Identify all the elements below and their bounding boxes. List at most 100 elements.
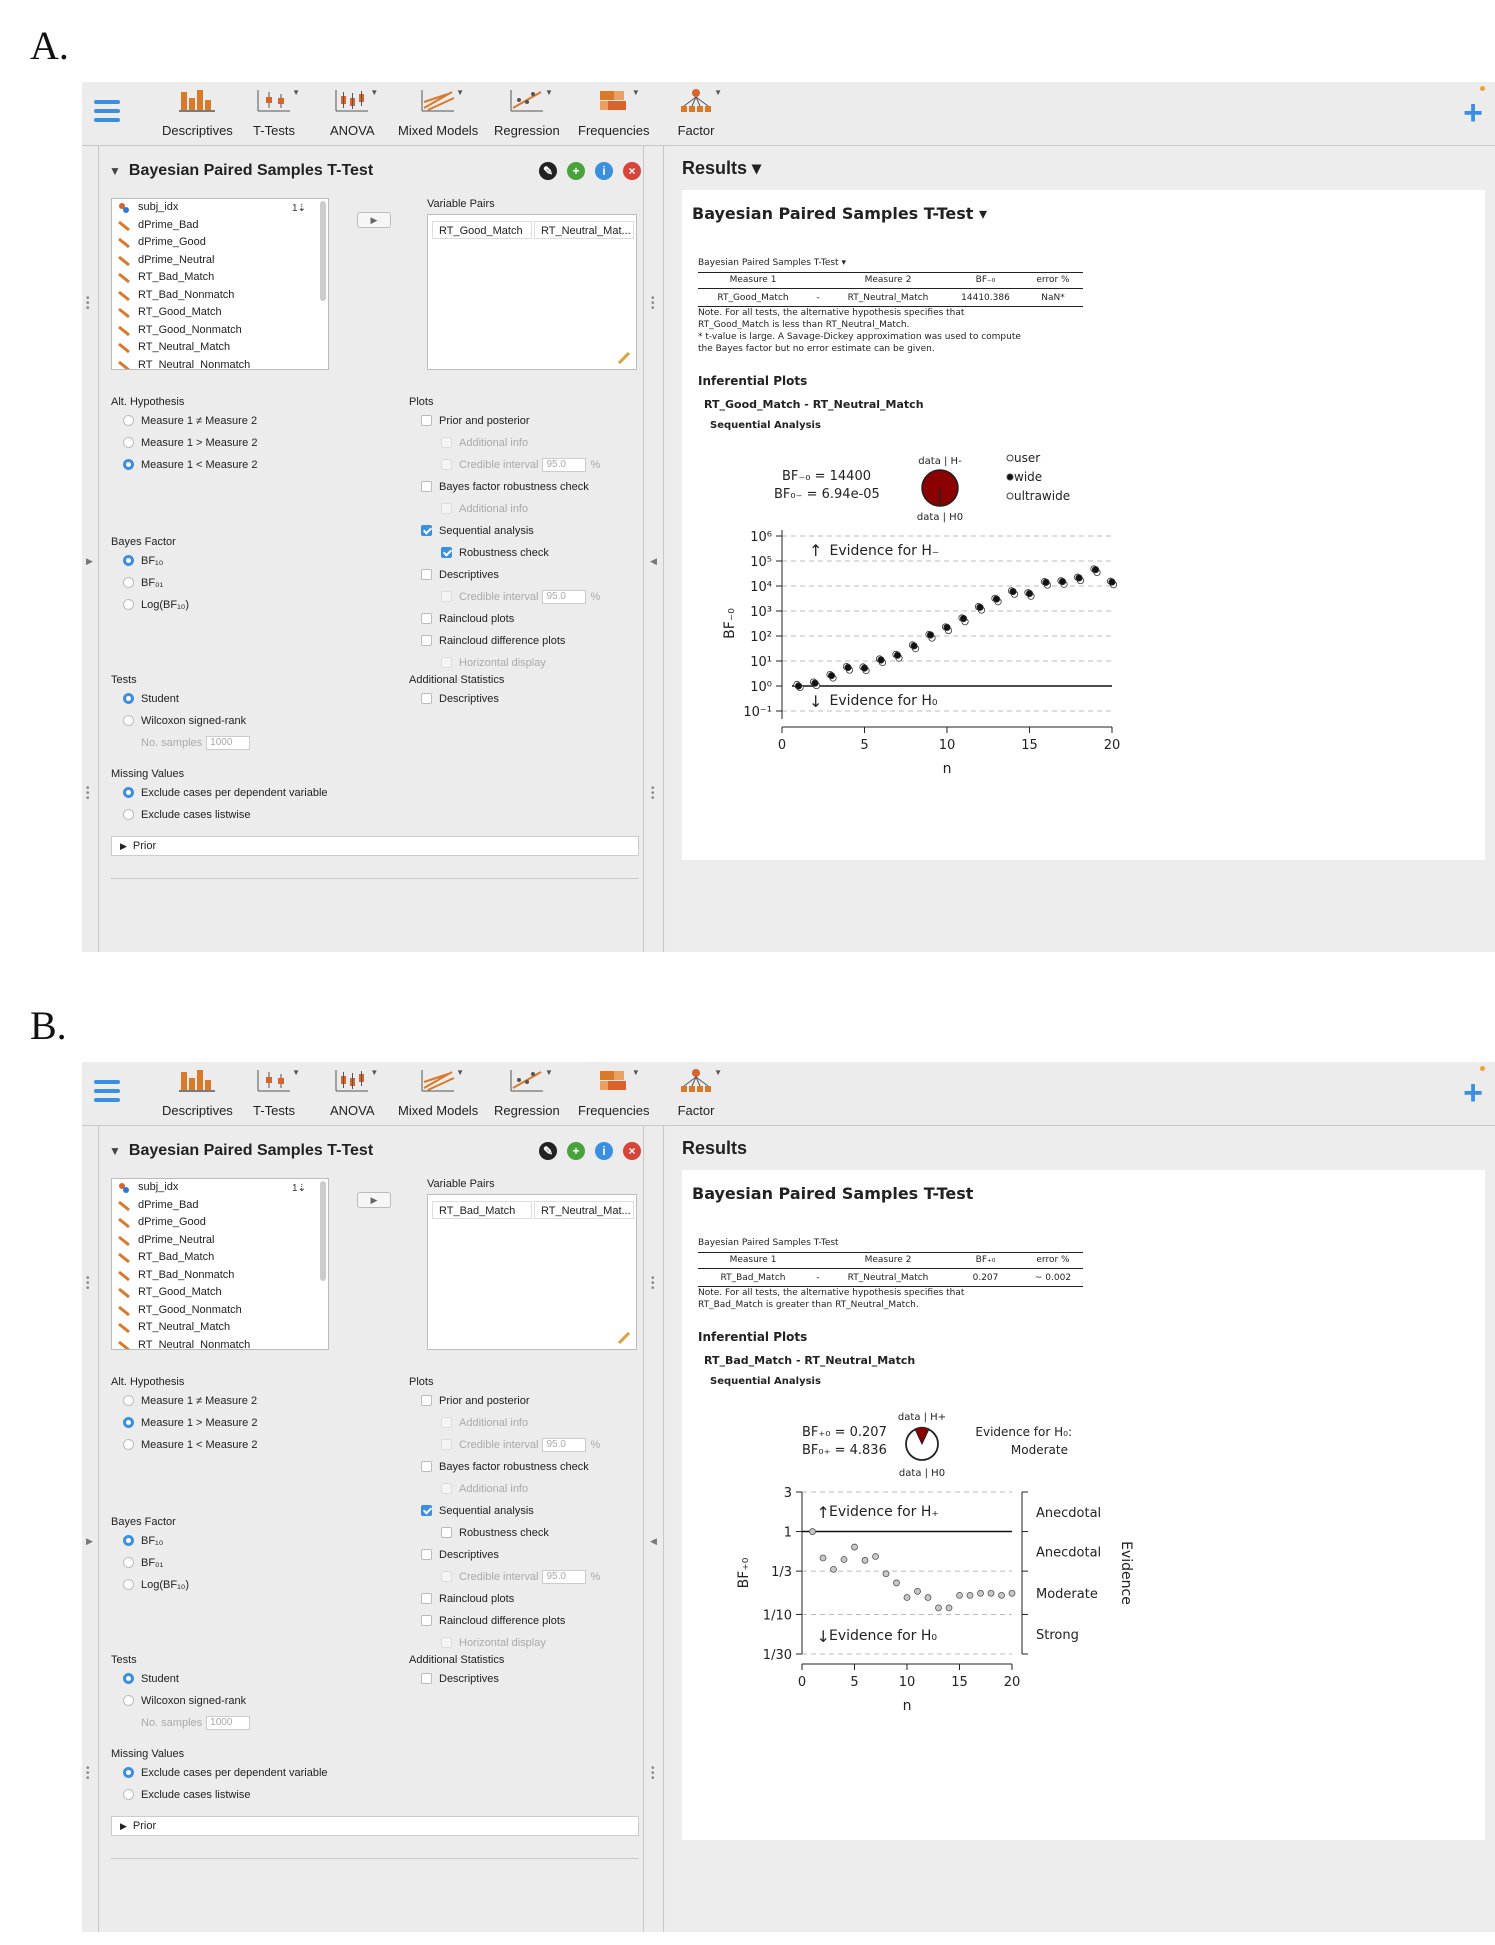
radio-button[interactable] — [123, 1695, 134, 1706]
ribbon-t-tests-button[interactable]: ▼ T-Tests — [252, 1068, 300, 1118]
radio-button[interactable] — [123, 415, 134, 426]
radio-button[interactable] — [123, 787, 134, 798]
radio-button[interactable] — [123, 1557, 134, 1568]
drag-handle-icon[interactable]: • • • — [86, 1273, 90, 1294]
ribbon-regression-button[interactable]: ▼ Regression — [494, 88, 560, 138]
plot-option[interactable]: Raincloud plots — [421, 612, 514, 626]
alt-hypothesis-option[interactable]: Measure 1 ≠ Measure 2 — [123, 1394, 257, 1408]
plot-option[interactable]: Raincloud plots — [421, 1592, 514, 1606]
analysis-title[interactable]: ▼ Bayesian Paired Samples T-Test — [109, 1142, 373, 1160]
variable-item[interactable]: subj_idx — [112, 1179, 328, 1197]
variable-item[interactable]: RT_Bad_Nonmatch — [112, 1267, 328, 1285]
checkbox[interactable] — [441, 547, 452, 558]
drag-handle-icon[interactable]: • • • — [86, 783, 90, 804]
variable-item[interactable]: dPrime_Good — [112, 1214, 328, 1232]
additional-stats-option[interactable]: Descriptives — [421, 692, 499, 706]
close-analysis-icon[interactable]: × — [623, 162, 641, 180]
variable-item[interactable]: dPrime_Neutral — [112, 1232, 328, 1250]
drag-handle-icon[interactable]: • • • — [86, 1763, 90, 1784]
variable-item[interactable]: RT_Bad_Nonmatch — [112, 287, 328, 305]
close-analysis-icon[interactable]: × — [623, 1142, 641, 1160]
additional-stats-option[interactable]: Descriptives — [421, 1672, 499, 1686]
panel-splitter[interactable]: • • • • • • ◀ — [644, 146, 664, 952]
plot-option[interactable]: Credible interval 95.0% — [441, 1438, 600, 1453]
drag-handle-icon[interactable]: • • • — [651, 1273, 655, 1294]
variable-item[interactable]: dPrime_Bad — [112, 1197, 328, 1215]
credible-interval-input[interactable]: 95.0 — [542, 458, 587, 473]
radio-button[interactable] — [123, 577, 134, 588]
no-samples-input[interactable]: 1000 — [206, 1716, 251, 1731]
expand-left-icon[interactable]: ▶ — [86, 1536, 93, 1546]
checkbox[interactable] — [441, 1571, 452, 1582]
bayes-factor-option[interactable]: BF₁₀ — [123, 554, 163, 568]
pair-measure-1[interactable]: RT_Good_Match — [432, 221, 532, 239]
collapse-left-icon[interactable]: ◀ — [650, 556, 657, 566]
plot-option[interactable]: Sequential analysis — [421, 1504, 534, 1518]
ribbon-anova-button[interactable]: ▼ ANOVA — [330, 88, 378, 138]
checkbox[interactable] — [421, 415, 432, 426]
alt-hypothesis-option[interactable]: Measure 1 < Measure 2 — [123, 1438, 257, 1452]
ribbon-factor-button[interactable]: ▼ Factor — [674, 1068, 722, 1118]
radio-button[interactable] — [123, 599, 134, 610]
variable-item[interactable]: subj_idx — [112, 199, 328, 217]
test-option[interactable]: Student — [123, 692, 179, 706]
checkbox[interactable] — [421, 1615, 432, 1626]
ribbon-frequencies-button[interactable]: ▼ Frequencies — [578, 88, 650, 138]
radio-button[interactable] — [123, 1395, 134, 1406]
ribbon-mixed-models-button[interactable]: ▼ Mixed Models — [398, 88, 478, 138]
add-module-button[interactable]: + — [1463, 1074, 1483, 1112]
variable-item[interactable]: RT_Good_Match — [112, 1284, 328, 1302]
checkbox[interactable] — [421, 1593, 432, 1604]
variable-item[interactable]: dPrime_Good — [112, 234, 328, 252]
ribbon-descriptives-button[interactable]: Descriptives — [162, 88, 233, 138]
checkbox[interactable] — [441, 1637, 452, 1648]
checkbox[interactable] — [421, 1395, 432, 1406]
checkbox[interactable] — [441, 1483, 452, 1494]
checkbox[interactable] — [421, 1549, 432, 1560]
variable-item[interactable]: RT_Good_Match — [112, 304, 328, 322]
variable-item[interactable]: RT_Good_Nonmatch — [112, 322, 328, 340]
alt-hypothesis-option[interactable]: Measure 1 > Measure 2 — [123, 1416, 257, 1430]
alt-hypothesis-option[interactable]: Measure 1 < Measure 2 — [123, 458, 257, 472]
radio-button[interactable] — [123, 1417, 134, 1428]
checkbox[interactable] — [421, 481, 432, 492]
prior-section[interactable]: ▶ Prior — [111, 836, 639, 856]
variable-item[interactable]: RT_Neutral_Match — [112, 339, 328, 357]
radio-button[interactable] — [123, 809, 134, 820]
scrollbar[interactable] — [320, 201, 326, 301]
edit-title-icon[interactable]: ✎ — [539, 1142, 557, 1160]
credible-interval-input[interactable]: 95.0 — [542, 590, 587, 605]
missing-option[interactable]: Exclude cases per dependent variable — [123, 1766, 328, 1780]
results-title[interactable]: Results ▾ — [682, 158, 762, 178]
add-module-button[interactable]: + — [1463, 94, 1483, 132]
expand-left-icon[interactable]: ▶ — [86, 556, 93, 566]
checkbox[interactable] — [441, 657, 452, 668]
bayes-factor-option[interactable]: BF₀₁ — [123, 576, 163, 590]
info-icon[interactable]: i — [595, 1142, 613, 1160]
edit-title-icon[interactable]: ✎ — [539, 162, 557, 180]
sort-icon[interactable]: 1⇣ — [292, 203, 306, 214]
radio-button[interactable] — [123, 1439, 134, 1450]
panel-splitter[interactable]: • • • • • • ◀ — [644, 1126, 664, 1932]
ribbon-t-tests-button[interactable]: ▼ T-Tests — [252, 88, 300, 138]
alt-hypothesis-option[interactable]: Measure 1 ≠ Measure 2 — [123, 414, 257, 428]
variable-item[interactable]: RT_Neutral_Nonmatch — [112, 1337, 328, 1349]
plot-option[interactable]: Bayes factor robustness check — [421, 480, 589, 494]
plot-option[interactable]: Descriptives — [421, 1548, 499, 1562]
radio-button[interactable] — [123, 1673, 134, 1684]
radio-button[interactable] — [123, 555, 134, 566]
bayes-factor-option[interactable]: Log(BF₁₀) — [123, 1578, 189, 1592]
checkbox[interactable] — [421, 613, 432, 624]
plot-option[interactable]: Additional info — [441, 502, 528, 516]
plot-option[interactable]: Sequential analysis — [421, 524, 534, 538]
plot-option[interactable]: Descriptives — [421, 568, 499, 582]
plot-option[interactable]: Credible interval 95.0% — [441, 458, 600, 473]
ribbon-anova-button[interactable]: ▼ ANOVA — [330, 1068, 378, 1118]
plot-option[interactable]: Additional info — [441, 436, 528, 450]
sort-icon[interactable]: 1⇣ — [292, 1183, 306, 1194]
ribbon-frequencies-button[interactable]: ▼ Frequencies — [578, 1068, 650, 1118]
radio-button[interactable] — [123, 459, 134, 470]
checkbox[interactable] — [421, 525, 432, 536]
plot-option[interactable]: Additional info — [441, 1416, 528, 1430]
variable-item[interactable]: RT_Neutral_Nonmatch — [112, 357, 328, 369]
